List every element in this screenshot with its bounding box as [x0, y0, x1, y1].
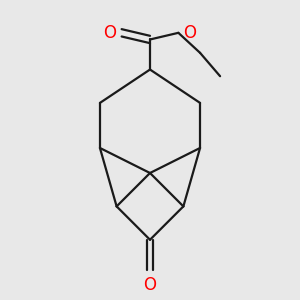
Text: O: O [143, 276, 157, 294]
Text: O: O [183, 24, 196, 42]
Text: O: O [103, 24, 117, 42]
